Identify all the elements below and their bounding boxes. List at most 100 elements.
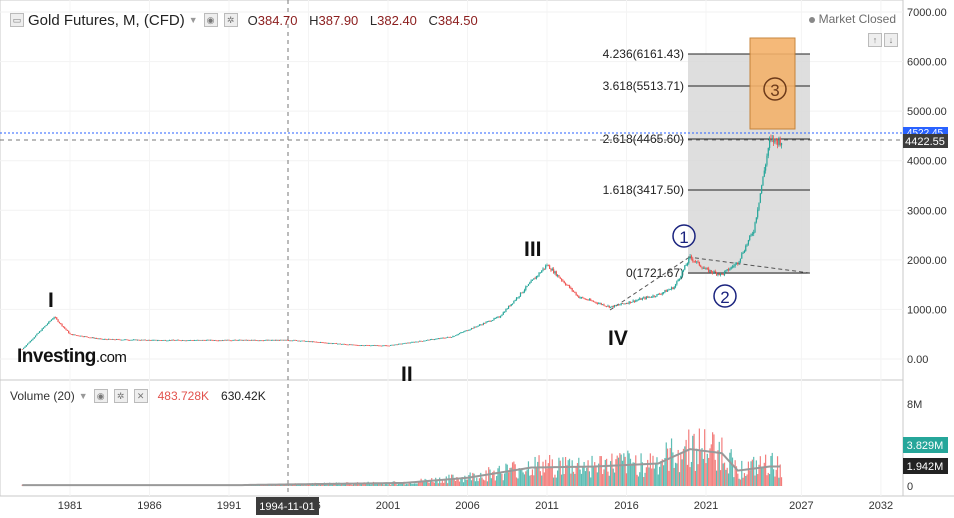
target-zone-box[interactable]	[749, 37, 796, 130]
volume-bar	[337, 483, 339, 486]
eye-icon[interactable]: ◉	[203, 13, 218, 27]
time-tick: 2016	[614, 500, 638, 512]
candle-body	[493, 318, 495, 321]
candle-body	[439, 338, 441, 340]
volume-bar	[610, 461, 612, 486]
candle-body	[113, 339, 115, 340]
volume-bar	[492, 472, 494, 486]
candle-body	[497, 316, 499, 318]
arrow-up-icon[interactable]: ↑	[868, 33, 882, 47]
volume-bar	[462, 482, 465, 486]
candle-body	[227, 339, 229, 341]
volume-bar	[464, 475, 466, 486]
volume-title[interactable]: Volume (20)	[10, 389, 75, 403]
volume-bar	[761, 468, 763, 486]
volume-bar	[494, 480, 496, 486]
volume-bar	[628, 453, 630, 486]
eye-icon[interactable]: ◉	[93, 389, 108, 403]
candle-body	[163, 340, 165, 341]
volume-bar	[534, 456, 536, 486]
candle-body	[639, 298, 641, 300]
candle-body	[451, 337, 453, 338]
volume-header: Volume (20) ▼ ◉ ✲ ✕ 483.728K 630.42K	[10, 389, 266, 403]
candle-body	[378, 345, 380, 347]
volume-bar	[305, 485, 307, 486]
candle-body	[772, 138, 775, 143]
volume-bar	[606, 458, 608, 486]
price-axis[interactable]: 7000.00 6000.00 5000.00 4000.00 3000.00 2000.…	[907, 7, 947, 366]
candle-body	[370, 345, 372, 347]
candle-body	[717, 273, 719, 275]
volume-bar	[772, 469, 775, 486]
volume-bar	[551, 459, 553, 486]
volume-bar	[604, 459, 606, 486]
volume-bar	[505, 463, 507, 486]
candle-body	[180, 340, 182, 342]
candle-body	[619, 304, 621, 306]
volume-bar	[713, 434, 715, 486]
candle-body	[550, 268, 552, 271]
candle-body	[606, 306, 608, 307]
gear-icon[interactable]: ✲	[223, 13, 238, 27]
volume-badge-dark	[903, 458, 948, 474]
candle-body	[462, 331, 465, 333]
arrow-down-icon[interactable]: ↓	[884, 33, 898, 47]
volume-bar	[681, 459, 683, 486]
candle-body	[445, 337, 447, 339]
candle-body	[97, 338, 99, 340]
volume-bar	[735, 466, 738, 486]
volume-bar	[481, 477, 483, 486]
instrument-title[interactable]: Gold Futures, M, (CFD)	[28, 11, 185, 29]
candle-body	[688, 258, 690, 264]
volume-bar	[425, 479, 428, 486]
candle-body	[274, 339, 276, 341]
time-tick: 1981	[58, 500, 82, 512]
volume-bar	[750, 461, 752, 486]
volume-bar	[345, 483, 347, 486]
collapse-icon[interactable]: ▭	[10, 13, 24, 27]
candle-body	[199, 339, 201, 341]
volume-bar	[436, 480, 438, 486]
candle-body	[623, 303, 625, 305]
volume-bar	[754, 475, 756, 486]
volume-bar	[578, 457, 580, 486]
fib-label: 1.618(3417.50)	[603, 183, 684, 197]
volume-bar	[759, 456, 761, 486]
candle-body	[591, 300, 593, 302]
chevron-down-icon[interactable]: ▼	[78, 391, 88, 401]
candle-body	[489, 320, 491, 322]
candle-body	[99, 338, 102, 340]
candle-body	[41, 328, 43, 331]
volume-bar	[331, 484, 333, 486]
volume-bar	[600, 456, 602, 486]
candle-body	[311, 341, 314, 343]
close-icon[interactable]: ✕	[133, 389, 148, 403]
gear-icon[interactable]: ✲	[113, 389, 128, 403]
candle-body	[423, 340, 425, 342]
candle-body	[81, 335, 83, 337]
candle-body	[531, 279, 534, 281]
candle-body	[480, 324, 482, 326]
candle-body	[625, 303, 628, 305]
candle-body	[395, 344, 397, 346]
candle-body	[239, 339, 241, 341]
volume-bar	[382, 482, 384, 486]
candle-body	[244, 339, 246, 341]
candle-body	[765, 164, 767, 171]
price-tick: 6000.00	[907, 57, 947, 69]
candle-body	[549, 265, 551, 269]
time-axis[interactable]: 1981198619911996200120062011201620212027…	[58, 500, 893, 512]
chevron-down-icon[interactable]: ▼	[188, 15, 198, 25]
candle-body	[734, 263, 736, 267]
volume-bar	[725, 469, 727, 486]
volume-bar	[306, 484, 308, 486]
volume-bar	[496, 476, 498, 486]
volume-bar	[708, 457, 710, 486]
candle-body	[232, 340, 234, 341]
candle-body	[555, 271, 557, 276]
volume-bar	[579, 469, 581, 486]
volume-bar	[623, 453, 625, 486]
volume-bar	[355, 484, 357, 486]
candle-body	[367, 345, 369, 347]
